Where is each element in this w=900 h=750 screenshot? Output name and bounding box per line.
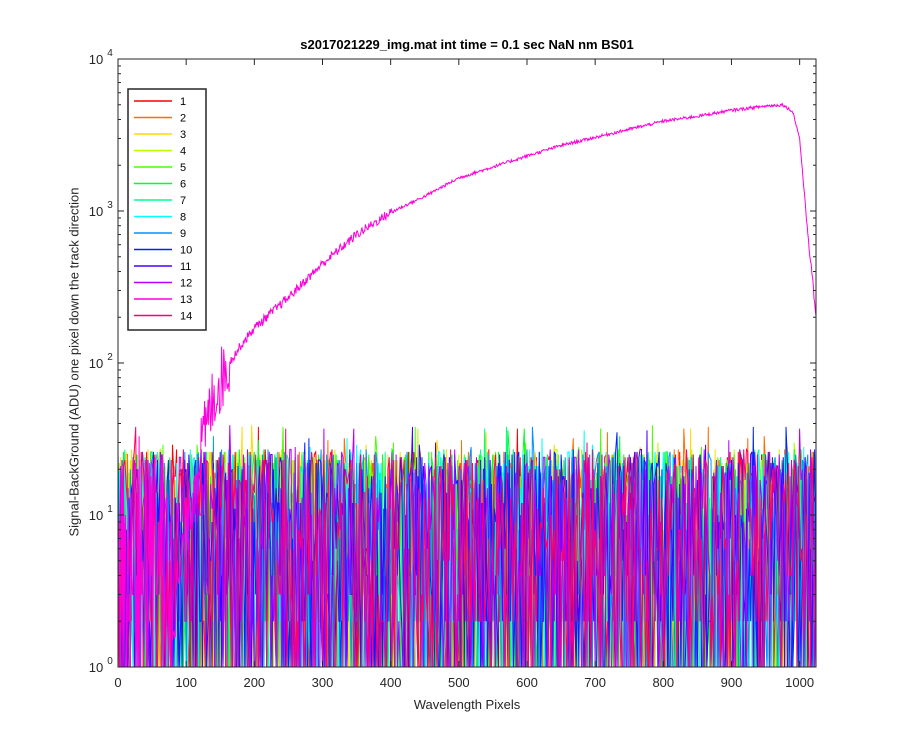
series-line-13 bbox=[117, 102, 817, 668]
legend-label-12: 12 bbox=[180, 278, 192, 290]
x-tick-label: 500 bbox=[448, 675, 470, 690]
x-tick-label: 400 bbox=[380, 675, 402, 690]
x-tick-label: 100 bbox=[175, 675, 197, 690]
x-tick-label: 1000 bbox=[785, 675, 814, 690]
y-tick-exponent: 2 bbox=[107, 352, 113, 363]
y-tick-label: 10 bbox=[89, 356, 103, 371]
legend-label-4: 4 bbox=[180, 146, 186, 158]
y-tick-exponent: 1 bbox=[107, 504, 113, 515]
y-tick-exponent: 4 bbox=[107, 48, 113, 59]
legend-label-14: 14 bbox=[180, 311, 192, 323]
x-tick-label: 200 bbox=[243, 675, 265, 690]
legend-label-7: 7 bbox=[180, 195, 186, 207]
legend-label-13: 13 bbox=[180, 294, 192, 306]
y-tick-label: 10 bbox=[89, 660, 103, 675]
y-tick-label: 10 bbox=[89, 204, 103, 219]
y-tick-label: 10 bbox=[89, 508, 103, 523]
legend-label-8: 8 bbox=[180, 212, 186, 224]
x-tick-label: 800 bbox=[652, 675, 674, 690]
x-axis-label: Wavelength Pixels bbox=[413, 697, 521, 712]
y-tick-exponent: 0 bbox=[107, 656, 113, 667]
x-tick-label: 700 bbox=[584, 675, 606, 690]
series-line-14 bbox=[117, 426, 817, 668]
y-tick-label: 10 bbox=[89, 52, 103, 67]
legend-label-10: 10 bbox=[180, 245, 192, 257]
legend-label-3: 3 bbox=[180, 129, 186, 141]
y-axis-label: Signal-BackGround (ADU) one pixel down t… bbox=[66, 187, 82, 537]
x-tick-label: 900 bbox=[721, 675, 743, 690]
x-tick-label: 0 bbox=[114, 675, 121, 690]
legend-label-5: 5 bbox=[180, 162, 186, 174]
x-tick-label: 300 bbox=[312, 675, 334, 690]
legend-label-9: 9 bbox=[180, 228, 186, 240]
legend-label-11: 11 bbox=[180, 261, 191, 273]
legend-box bbox=[127, 88, 207, 331]
x-tick-label: 600 bbox=[516, 675, 538, 690]
y-tick-exponent: 3 bbox=[107, 200, 113, 211]
legend-label-2: 2 bbox=[180, 113, 186, 125]
legend-label-1: 1 bbox=[180, 96, 186, 108]
chart-title: s2017021229_img.mat int time = 0.1 sec N… bbox=[300, 37, 634, 52]
legend-label-6: 6 bbox=[180, 179, 186, 191]
